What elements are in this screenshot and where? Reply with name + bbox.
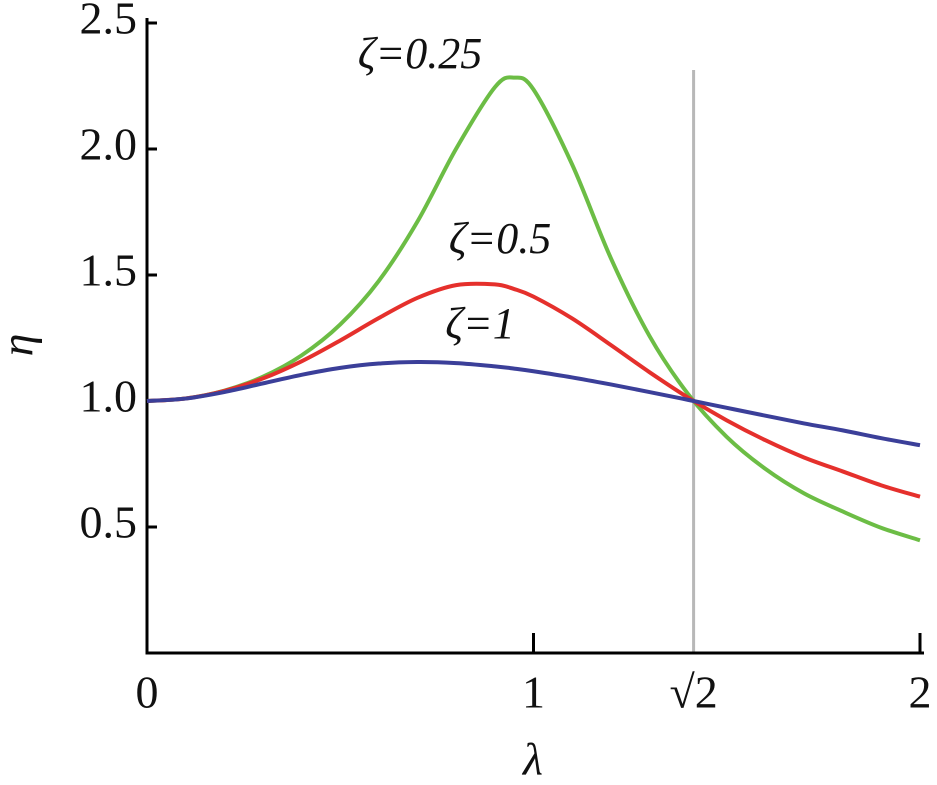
y-axis-label: η — [0, 334, 43, 357]
series-label: ζ=0.5 — [449, 214, 552, 263]
series-line — [146, 281, 921, 499]
series-line — [146, 75, 921, 543]
y-tick-label: 1.5 — [80, 245, 138, 296]
series-label: ζ=0.25 — [358, 29, 483, 78]
x-tick-label: 2 — [909, 667, 932, 718]
x-axis-label: λ — [521, 734, 543, 785]
x-tick-label: 1 — [522, 667, 545, 718]
x-tick-label: 0 — [136, 667, 159, 718]
y-tick-label: 2.5 — [80, 0, 138, 44]
x-tick-label: √2 — [669, 667, 717, 718]
y-tick-label: 0.5 — [80, 497, 138, 548]
series-label: ζ=1 — [445, 299, 515, 348]
y-tick-label: 2.0 — [80, 119, 138, 170]
series-line — [146, 360, 921, 448]
y-tick-label: 1.0 — [80, 371, 138, 422]
